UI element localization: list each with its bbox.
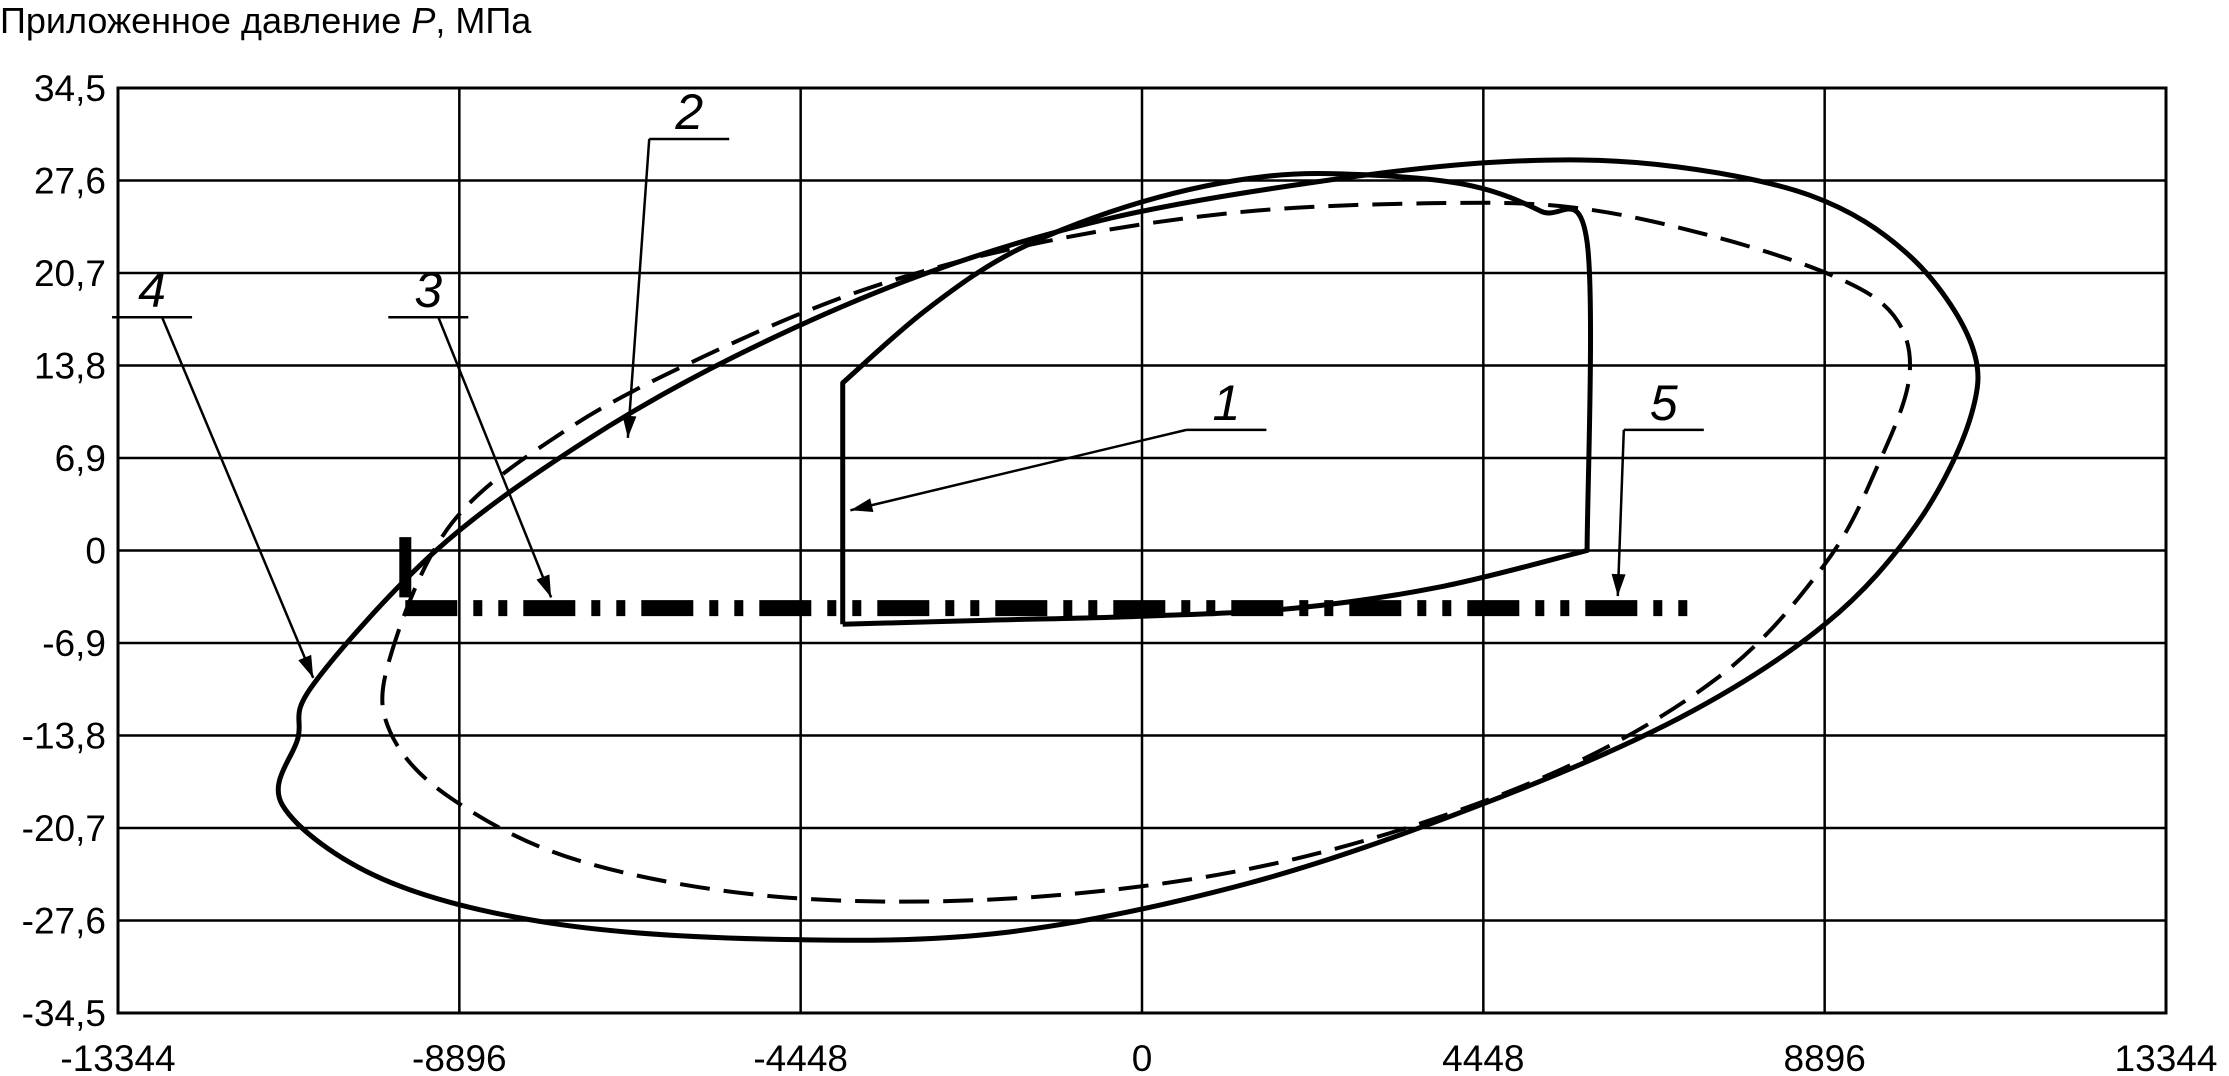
chart-title-variable: P xyxy=(411,0,436,41)
y-tick-label-6: -6,9 xyxy=(42,623,106,664)
annotation-label-2: 2 xyxy=(674,84,703,140)
x-tick-label-5: 8896 xyxy=(1784,1038,1866,1076)
x-tick-label-0: -13344 xyxy=(60,1038,175,1076)
annotation-leader-2 xyxy=(626,138,651,438)
x-tick-label-2: -4448 xyxy=(753,1038,848,1076)
annotation-label-5: 5 xyxy=(1650,375,1678,431)
annotation-leader-5 xyxy=(1616,429,1626,597)
annotation-leader-3 xyxy=(437,316,553,598)
grid xyxy=(116,86,2168,1015)
y-tick-label-5: 0 xyxy=(85,531,106,572)
x-tick-label-6: 13344 xyxy=(2115,1038,2218,1076)
plot-frame xyxy=(116,86,2168,1015)
series-group xyxy=(275,157,1981,943)
y-tick-label-7: -13,8 xyxy=(22,716,106,757)
x-tick-label-1: -8896 xyxy=(412,1038,507,1076)
chart-title: Приложенное давление P, МПа xyxy=(0,0,531,42)
annotation-arrowhead-3 xyxy=(536,574,552,598)
annotations: 1 2 3 4 5 xyxy=(112,84,1704,679)
y-tick-label-2: 20,7 xyxy=(34,253,106,294)
annotation-arrowhead-2 xyxy=(622,415,637,438)
annotation-label-3: 3 xyxy=(414,262,442,318)
annotation-arrowhead-1 xyxy=(850,498,874,512)
y-tick-label-10: -34,5 xyxy=(22,993,106,1034)
annotation-arrowhead-5 xyxy=(1611,573,1626,597)
chart-title-suffix: , МПа xyxy=(435,0,532,41)
x-tick-label-4: 4448 xyxy=(1442,1038,1524,1076)
annotation-arrowhead-4 xyxy=(298,654,314,678)
annotation-label-4: 4 xyxy=(138,262,166,318)
x-tick-label-3: 0 xyxy=(1132,1038,1153,1076)
annotation-leader-1 xyxy=(850,428,1187,512)
y-tick-label-1: 27,6 xyxy=(34,161,106,202)
annotation-label-1: 1 xyxy=(1213,375,1241,431)
tick-labels: -13344 -8896 -4448 0 4448 8896 1334434,527,620… xyxy=(22,68,2218,1076)
y-tick-label-4: 6,9 xyxy=(55,438,106,479)
y-tick-label-3: 13,8 xyxy=(34,346,106,387)
y-tick-label-0: 34,5 xyxy=(34,68,106,109)
chart-title-prefix: Приложенное давление xyxy=(0,0,412,41)
y-tick-label-9: -27,6 xyxy=(22,901,106,942)
series-curve-4 xyxy=(275,157,1981,943)
series-curve-2 xyxy=(380,200,1912,904)
y-tick-label-8: -20,7 xyxy=(22,808,106,849)
annotation-leader-4 xyxy=(160,316,315,679)
